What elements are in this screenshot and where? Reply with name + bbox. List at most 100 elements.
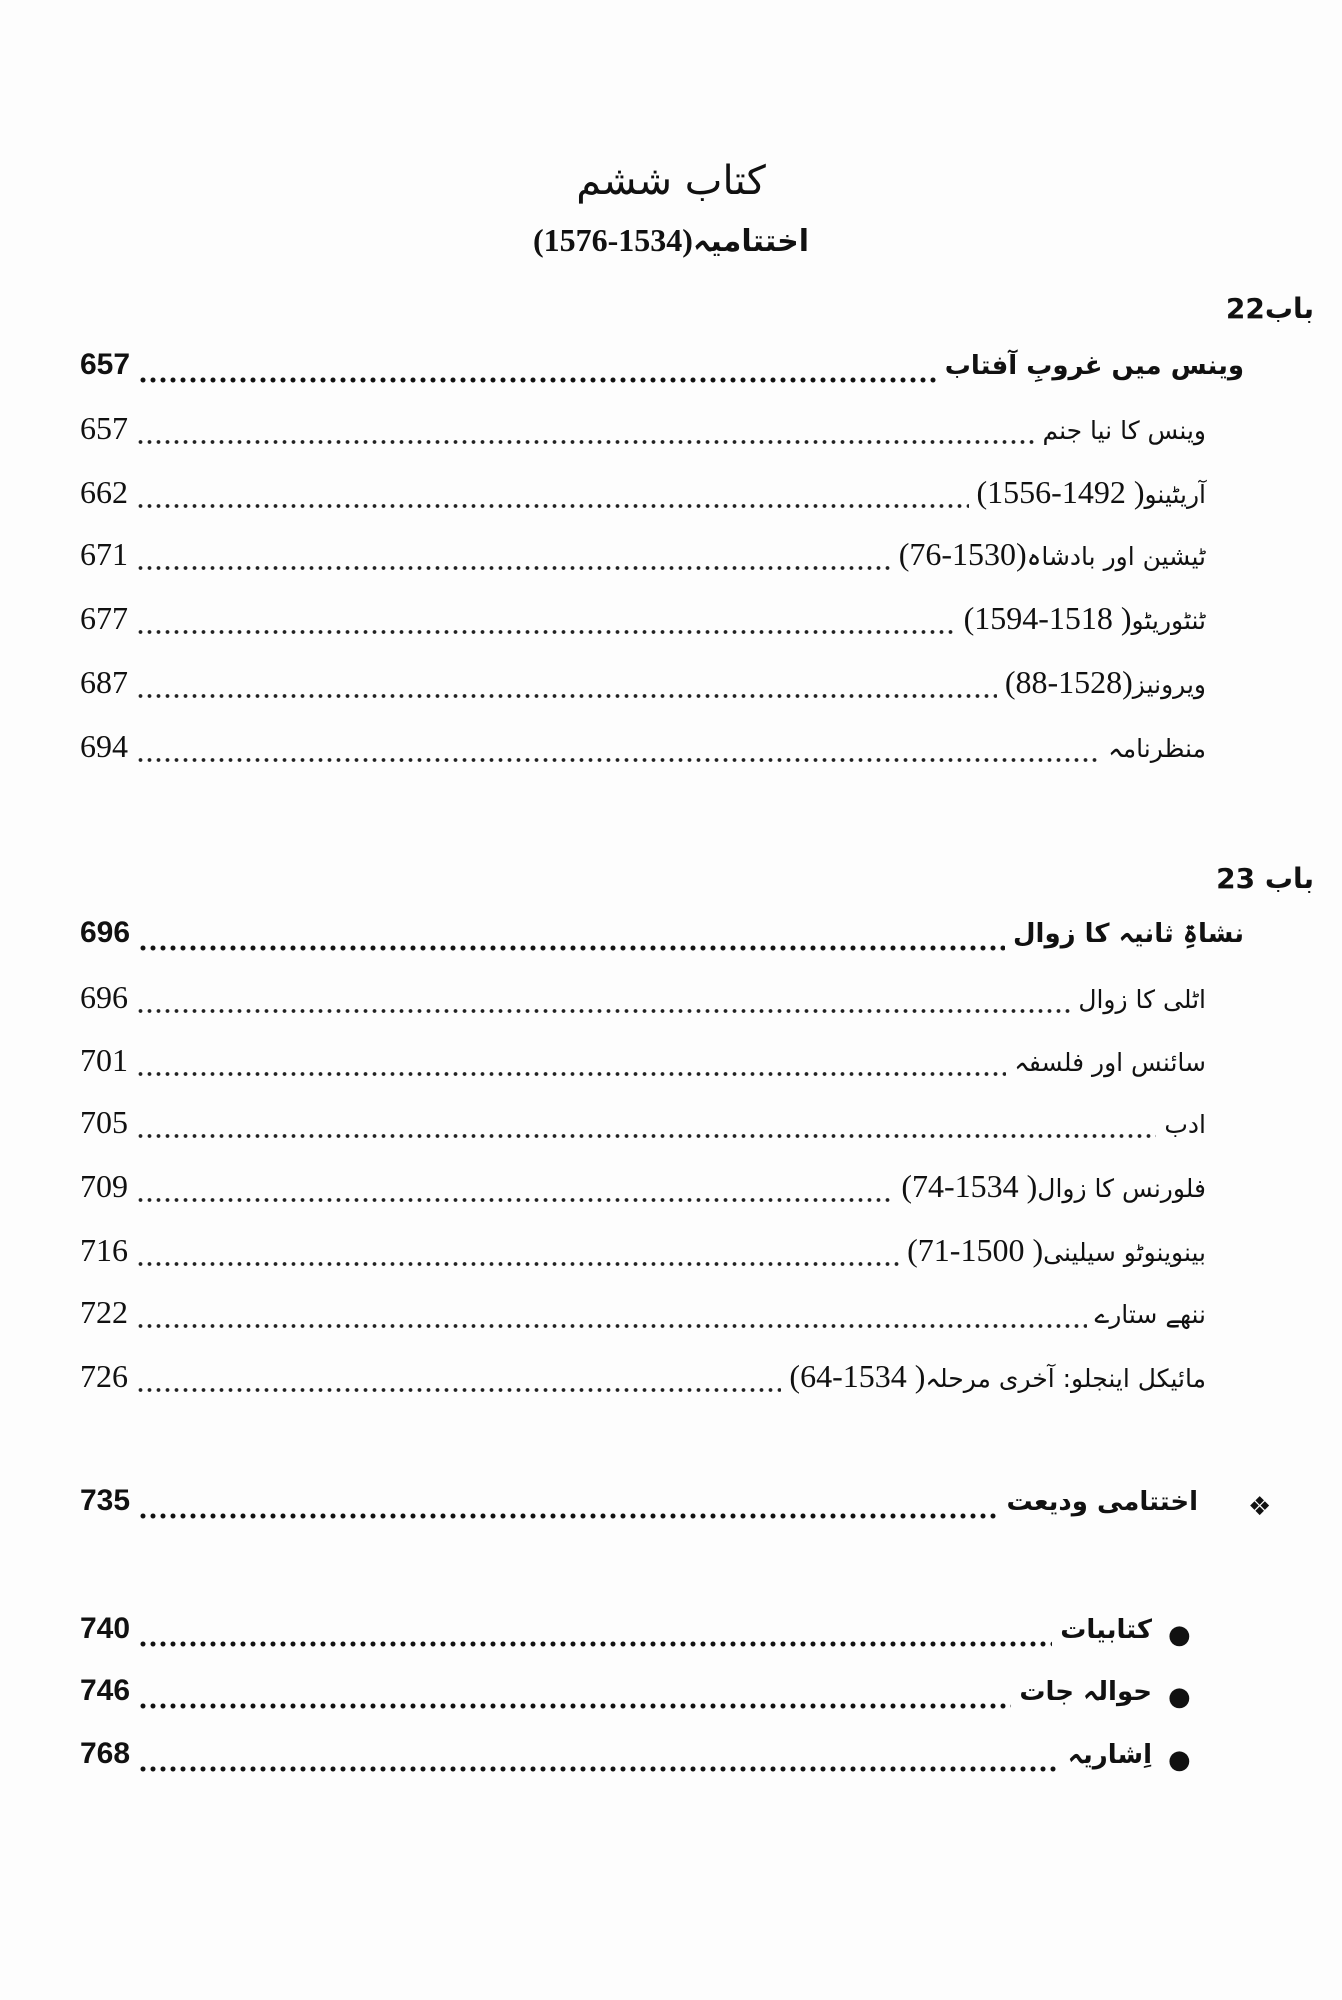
dot-leader (138, 1512, 999, 1520)
entry-text: ویرونیز (1132, 670, 1206, 699)
page-number: 662 (80, 474, 128, 510)
toc-entry[interactable]: 696 اٹلی کا زوال (80, 979, 1206, 1027)
toc-entry-appendix[interactable]: 746 حوالہ جات (80, 1674, 1152, 1722)
dot-leader (136, 438, 1035, 446)
entry-title: بینوینوٹو سیلینی( 1500-71) (907, 1232, 1206, 1269)
toc-entry-closing[interactable]: 735 اختتامی ودیعت (80, 1484, 1198, 1532)
page-number: 701 (80, 1042, 128, 1078)
entry-title: نشاۃِ ثانیہ کا زوال (1013, 919, 1244, 949)
entry-text: سائنس اور فلسفہ (1014, 1048, 1206, 1077)
dot-leader (138, 1640, 1053, 1648)
entry-years: ( 1534-64) (789, 1358, 926, 1394)
entry-title: آریٹینو( 1492-1556) (977, 474, 1207, 511)
toc-entry[interactable]: 705 ادب (80, 1104, 1206, 1152)
entry-text: اختتامی ودیعت (1006, 1487, 1198, 1517)
entry-text: آریٹینو (1144, 480, 1206, 509)
toc-entry[interactable]: 671 ٹیشین اور بادشاہ(1530-76) (80, 536, 1206, 584)
entry-years: (1528-88) (1004, 664, 1133, 700)
page-number: 657 (80, 348, 131, 381)
toc-entry[interactable]: 694 منظرنامہ (80, 728, 1206, 776)
entry-title: وینس میں غروبِ آفتاب (945, 351, 1244, 381)
entry-years: ( 1500-71) (907, 1232, 1044, 1268)
page-number: 746 (80, 1674, 131, 1707)
entry-text: بینوینوٹو سیلینی (1043, 1238, 1206, 1267)
dot-leader (136, 756, 1101, 764)
page-number: 705 (80, 1104, 128, 1140)
entry-title: مائیکل اینجلو: آخری مرحلہ( 1534-64) (789, 1358, 1206, 1395)
entry-title: ننھے ستارے (1095, 1300, 1206, 1329)
page-number: 696 (80, 916, 131, 949)
toc-entry[interactable]: 662 آریٹینو( 1492-1556) (80, 474, 1206, 522)
bullet-icon: ● (1168, 1745, 1191, 1775)
dot-leader (138, 376, 937, 384)
dot-leader (136, 1196, 894, 1204)
entry-text: مائیکل اینجلو: آخری مرحلہ (925, 1364, 1206, 1393)
bullet-icon: ● (1168, 1682, 1191, 1712)
dot-leader (138, 1702, 1012, 1710)
page-number: 735 (80, 1484, 131, 1517)
entry-title: اٹلی کا زوال (1078, 985, 1206, 1014)
entry-title: ٹیشین اور بادشاہ(1530-76) (899, 536, 1206, 573)
page-number: 657 (80, 410, 128, 446)
page-number: 740 (80, 1612, 131, 1645)
entry-text: منظرنامہ (1108, 734, 1206, 763)
dot-leader (136, 1386, 782, 1394)
dot-leader (136, 1132, 1157, 1140)
dot-leader (136, 628, 956, 636)
entry-text: اِشاریہ (1067, 1740, 1152, 1770)
toc-entry[interactable]: 677 ٹنٹوریٹو( 1518-1594) (80, 600, 1206, 648)
subtitle-years: (1534-1576) (532, 222, 693, 258)
page-number: 722 (80, 1294, 128, 1330)
page-number: 671 (80, 536, 128, 572)
entry-text: فلورنس کا زوال (1037, 1174, 1206, 1203)
page-number: 726 (80, 1358, 128, 1394)
diamond-bullet-icon: ❖ (1248, 1492, 1272, 1522)
subtitle-text: اختتامیہ (692, 224, 810, 259)
entry-title: ادب (1164, 1110, 1206, 1139)
entry-text: نشاۃِ ثانیہ کا زوال (1013, 919, 1244, 949)
entry-title: فلورنس کا زوال( 1534-74) (901, 1168, 1206, 1205)
toc-entry[interactable]: 701 سائنس اور فلسفہ (80, 1042, 1206, 1090)
entry-text: ٹیشین اور بادشاہ (1026, 542, 1206, 571)
dot-leader (136, 1007, 1071, 1015)
entry-text: ادب (1164, 1110, 1206, 1139)
toc-entry[interactable]: 696 نشاۃِ ثانیہ کا زوال (80, 916, 1244, 964)
entry-text: کتابیات (1060, 1615, 1152, 1645)
entry-title: ویرونیز(1528-88) (1005, 664, 1206, 701)
entry-title: وینس کا نیا جنم (1042, 416, 1206, 445)
book-title: کتاب ششم (576, 158, 766, 204)
toc-entry[interactable]: 687 ویرونیز(1528-88) (80, 664, 1206, 712)
dot-leader (136, 564, 891, 572)
dot-leader (138, 1765, 1060, 1773)
entry-text: ٹنٹوریٹو (1131, 606, 1206, 635)
page-number: 716 (80, 1232, 128, 1268)
toc-entry-appendix[interactable]: 740 کتابیات (80, 1612, 1152, 1660)
entry-years: ( 1518-1594) (963, 600, 1132, 636)
dot-leader (136, 1070, 1007, 1078)
book-subtitle: اختتامیہ(1534-1576) (0, 222, 1342, 259)
bullet-icon: ● (1168, 1620, 1191, 1650)
toc-entry[interactable]: 726 مائیکل اینجلو: آخری مرحلہ( 1534-64) (80, 1358, 1206, 1406)
entry-text: وینس کا نیا جنم (1042, 416, 1206, 445)
toc-entry[interactable]: 722 ننھے ستارے (80, 1294, 1206, 1342)
page-number: 696 (80, 979, 128, 1015)
page-number: 709 (80, 1168, 128, 1204)
page-number: 677 (80, 600, 128, 636)
dot-leader (136, 1260, 900, 1268)
entry-years: (1530-76) (898, 536, 1027, 572)
toc-entry-appendix[interactable]: 768 اِشاریہ (80, 1737, 1152, 1785)
chapter-label: باب22 (1225, 292, 1314, 325)
toc-entry[interactable]: 657 وینس کا نیا جنم (80, 410, 1206, 458)
entry-text: وینس میں غروبِ آفتاب (944, 351, 1244, 381)
entry-text: اٹلی کا زوال (1078, 985, 1206, 1014)
toc-entry[interactable]: 716 بینوینوٹو سیلینی( 1500-71) (80, 1232, 1206, 1280)
dot-leader (138, 944, 1005, 952)
page-number: 694 (80, 728, 128, 764)
toc-entry[interactable]: 657 وینس میں غروبِ آفتاب (80, 348, 1244, 396)
page-number: 768 (80, 1737, 131, 1770)
dot-leader (136, 502, 969, 510)
chapter-label: باب 23 (1216, 862, 1314, 895)
dot-leader (136, 692, 997, 700)
entry-title: سائنس اور فلسفہ (1014, 1048, 1206, 1077)
toc-entry[interactable]: 709 فلورنس کا زوال( 1534-74) (80, 1168, 1206, 1216)
